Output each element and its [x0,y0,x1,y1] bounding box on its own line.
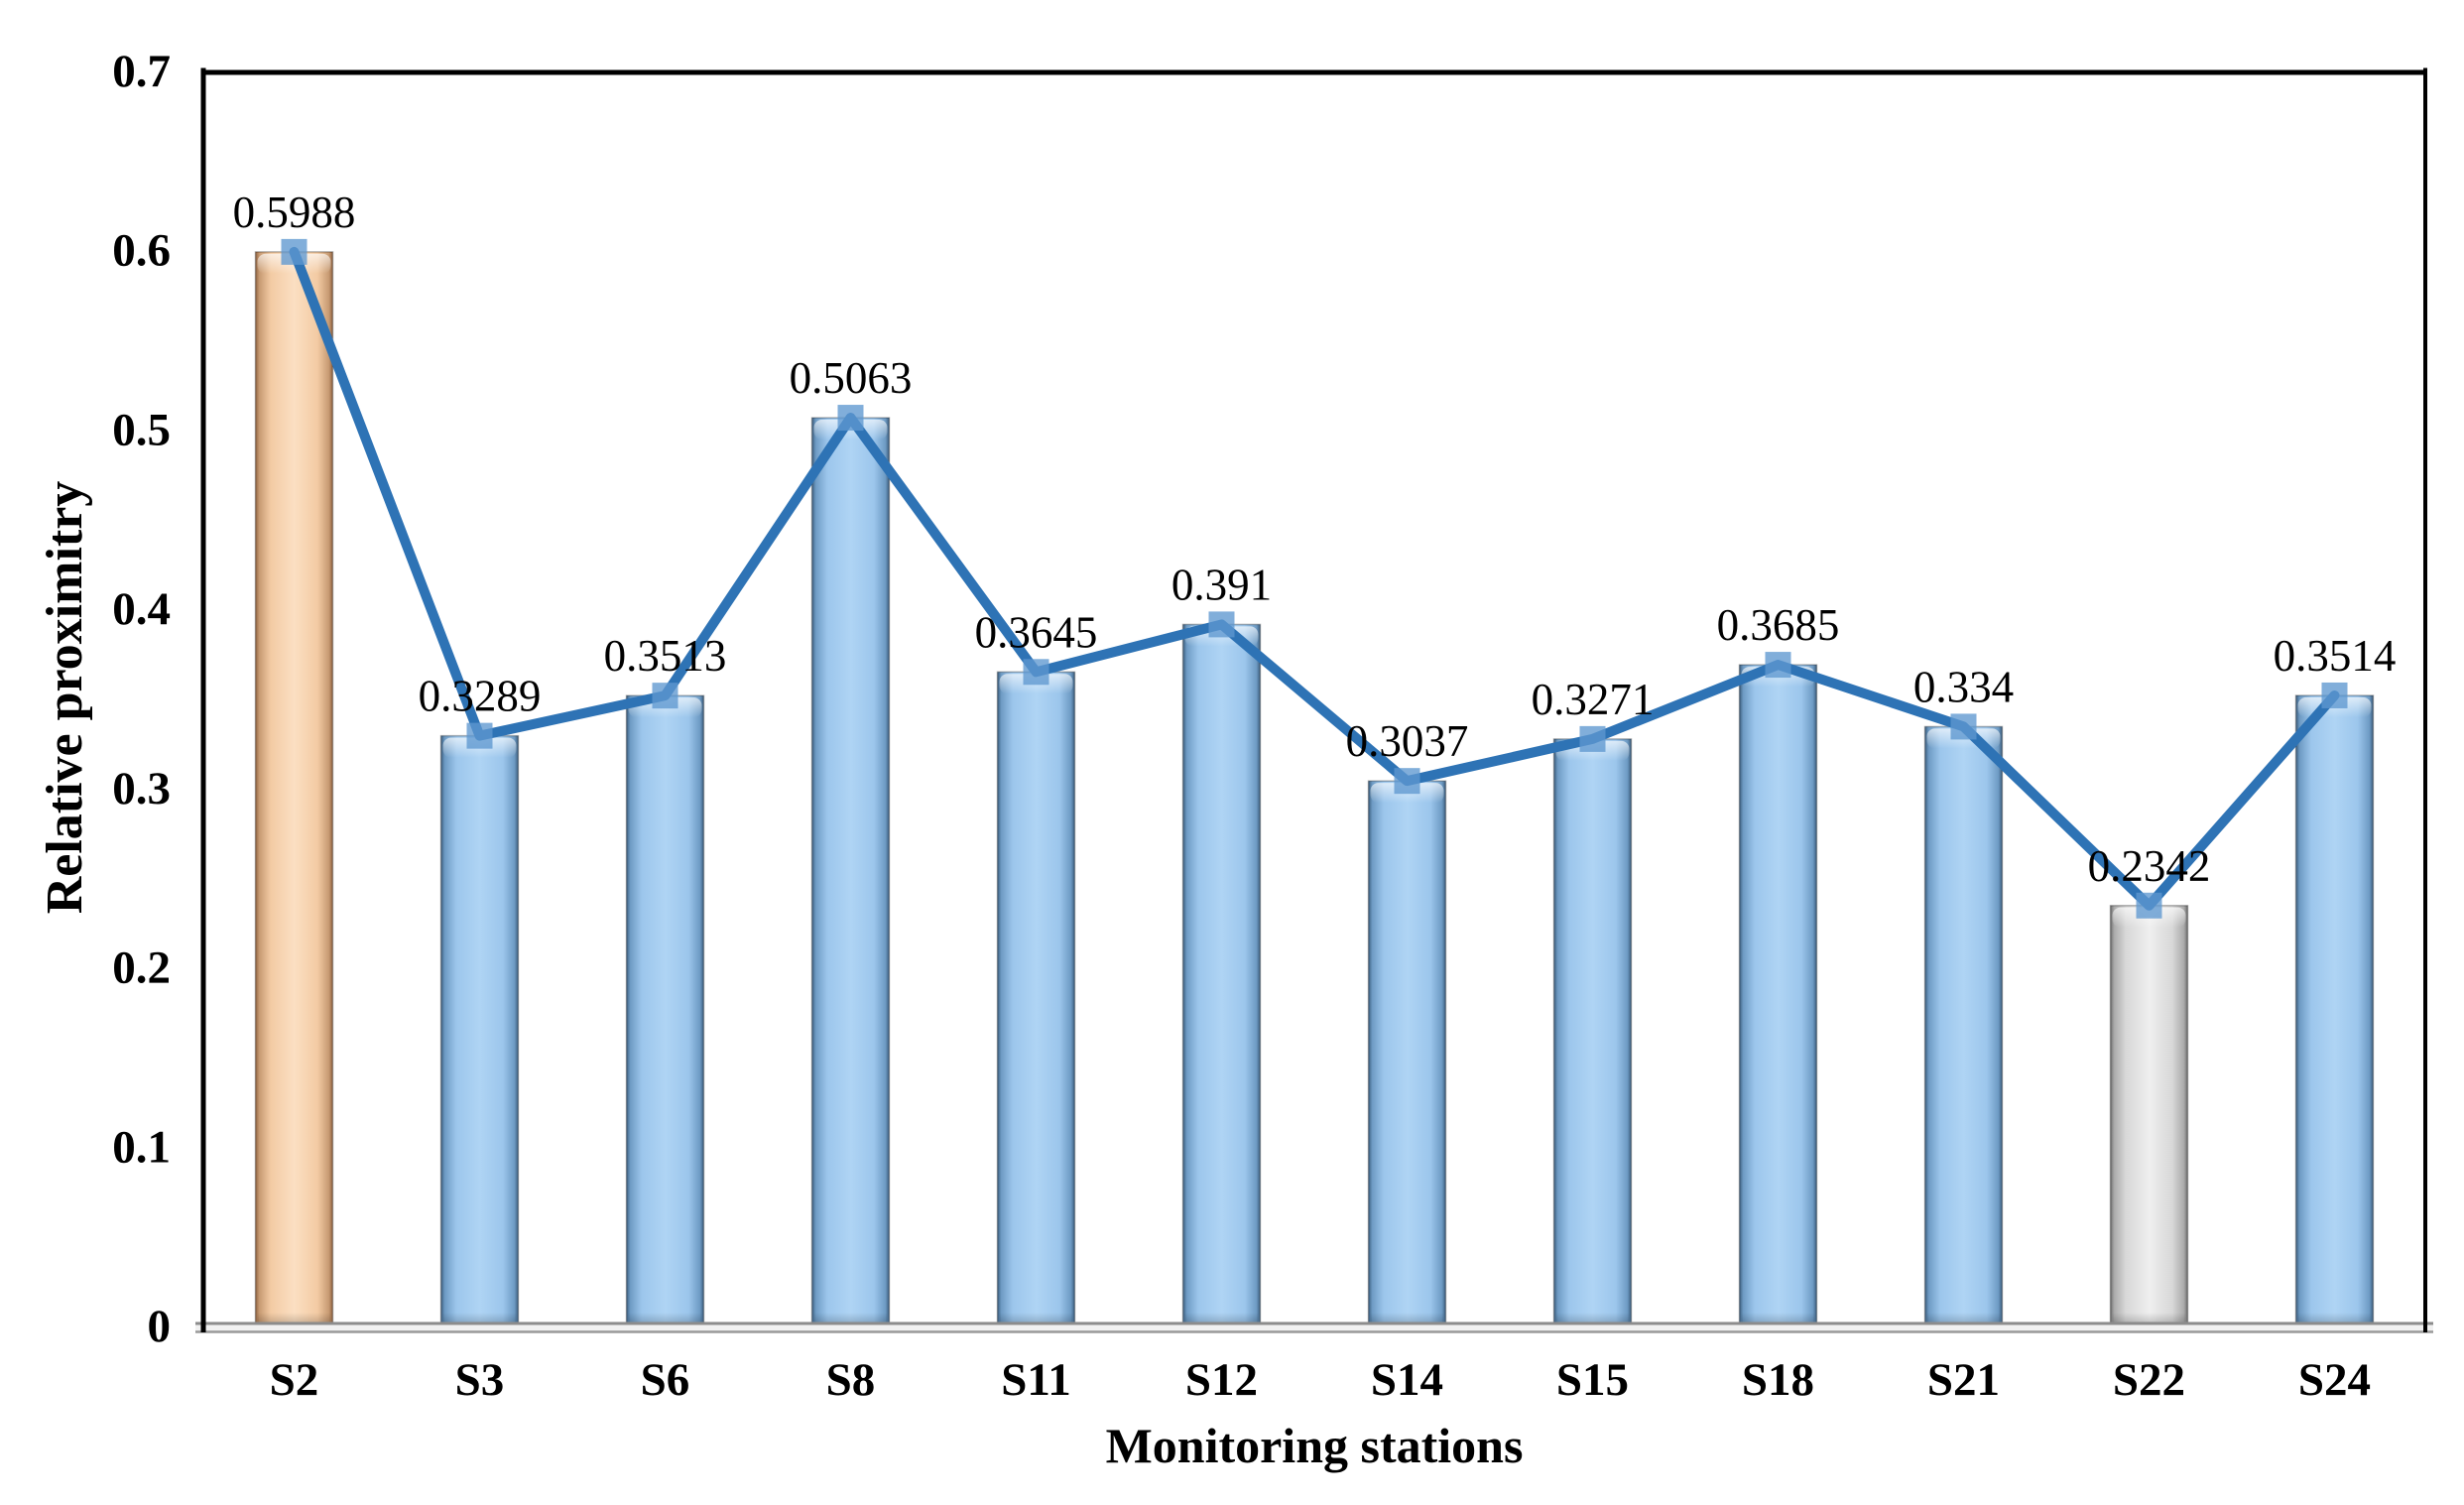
line-series [289,246,2340,911]
x-category-label-S11: S11 [1001,1354,1071,1406]
bar-S15 [1552,738,1633,1328]
data-label-S24: 0.3514 [2274,631,2397,681]
bar-bottom-shade [1184,1313,1259,1324]
bar-bottom-shade [1370,1313,1444,1324]
x-axis-band [195,1324,2433,1331]
bar-S14 [1367,780,1447,1328]
data-point-marker-S22 [2136,892,2162,919]
x-category-label-S2: S2 [270,1354,319,1406]
bar-bottom-shade [1926,1313,2001,1324]
data-point-marker-S2 [281,238,308,265]
bar-S11 [996,671,1076,1328]
bar-S2 [254,251,334,1328]
bar-S21 [1923,725,2004,1328]
bar-S12 [1181,623,1262,1328]
bar-bottom-shade [1741,1313,1815,1324]
bar-bottom-shade [999,1313,1073,1324]
data-label-S14: 0.3037 [1346,716,1469,766]
y-tick-label-0.1: 0.1 [112,1121,171,1173]
data-point-marker-S21 [1950,713,1977,740]
bar-S8 [810,417,891,1328]
data-point-marker-S3 [466,722,493,749]
data-label-S8: 0.5063 [790,353,913,403]
bar-bottom-shade [2112,1313,2186,1324]
y-tick-label-0: 0 [148,1301,172,1352]
bar-bottom-shade [813,1313,888,1324]
y-tick-label-0.5: 0.5 [112,404,171,455]
data-label-S22: 0.2342 [2088,841,2211,891]
bar-bottom-shade [257,1313,331,1324]
data-point-marker-S14 [1394,768,1420,795]
bar-S24 [2294,694,2375,1328]
x-category-label-S8: S8 [826,1354,876,1406]
bar-bottom-shade [2297,1313,2372,1324]
data-label-S15: 0.3271 [1532,675,1655,724]
x-category-label-S18: S18 [1742,1354,1814,1406]
x-category-label-S6: S6 [641,1354,690,1406]
bar-bottom-shade [1555,1313,1630,1324]
bar-S22 [2109,905,2189,1328]
data-label-S11: 0.3645 [975,607,1098,657]
data-label-S3: 0.3289 [419,672,542,721]
data-point-marker-S18 [1765,652,1791,679]
y-tick-label-0.4: 0.4 [112,583,171,635]
y-axis-title: Relative proximitry [37,480,93,915]
data-point-marker-S11 [1023,659,1049,686]
data-point-marker-S8 [837,405,864,432]
y-tick-label-0.7: 0.7 [112,46,171,97]
x-category-label-S3: S3 [455,1354,505,1406]
data-label-S6: 0.3513 [604,631,727,681]
bar-bottom-shade [442,1313,517,1324]
data-point-marker-S15 [1579,725,1606,752]
bar-S3 [439,734,520,1328]
data-point-marker-S24 [2321,682,2348,708]
x-category-label-S12: S12 [1185,1354,1258,1406]
bar-S18 [1738,664,1818,1328]
x-category-label-S14: S14 [1371,1354,1443,1406]
y-tick-label-0.3: 0.3 [112,763,171,815]
x-category-label-S22: S22 [2113,1354,2185,1406]
data-point-marker-S12 [1208,611,1235,638]
data-label-S12: 0.391 [1171,560,1272,609]
x-axis-title: Monitoring stations [1105,1418,1524,1473]
data-label-S18: 0.3685 [1717,600,1840,650]
bar-bottom-shade [628,1313,702,1324]
data-point-marker-S6 [652,683,678,709]
y-tick-label-0.6: 0.6 [112,225,171,277]
x-category-label-S15: S15 [1556,1354,1629,1406]
data-label-S21: 0.334 [1913,662,2014,711]
x-category-label-S21: S21 [1927,1354,2000,1406]
bar-S6 [625,694,705,1328]
x-category-label-S24: S24 [2298,1354,2371,1406]
data-label-S2: 0.5988 [233,188,356,237]
y-tick-label-0.2: 0.2 [112,942,171,994]
